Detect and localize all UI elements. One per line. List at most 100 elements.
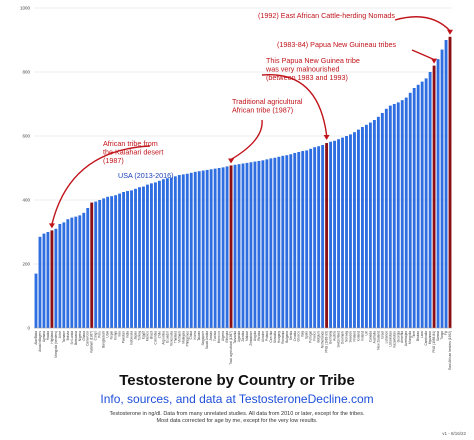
bar bbox=[372, 120, 376, 328]
category-label: Kenya bbox=[114, 331, 118, 340]
category-label: Highland bbox=[50, 331, 54, 344]
category-label: Azerbaijan bbox=[404, 331, 408, 346]
annotation-text: Traditional agricultural African tribe (1… bbox=[232, 97, 303, 115]
annotation: African tribe from the Kalahari desert (19… bbox=[103, 139, 163, 165]
bar bbox=[364, 124, 368, 328]
bar bbox=[249, 162, 253, 328]
category-label: Samoa bbox=[436, 331, 440, 341]
bar bbox=[114, 195, 118, 328]
category-label: China bbox=[189, 331, 193, 340]
category-label: Myanmar bbox=[428, 330, 432, 344]
bar bbox=[130, 190, 133, 328]
category-label: Bangladesh bbox=[102, 331, 106, 348]
category-label: Armenia bbox=[400, 331, 404, 343]
bar bbox=[62, 222, 66, 328]
bar bbox=[345, 136, 348, 328]
bar bbox=[46, 232, 50, 328]
bar bbox=[94, 201, 98, 328]
category-label: Nigeria bbox=[78, 331, 82, 341]
category-label: Sweden bbox=[348, 331, 352, 343]
category-label: Jordan bbox=[209, 331, 213, 341]
chart-note-line-2: Most data corrected for age by me, excep… bbox=[156, 418, 318, 424]
bar bbox=[122, 192, 126, 328]
category-label: PNG (1983-93) bbox=[325, 331, 329, 353]
bar bbox=[150, 183, 153, 328]
category-label: Tibet bbox=[412, 331, 416, 338]
bar bbox=[54, 228, 58, 328]
category-label: Bhutan bbox=[416, 331, 420, 341]
category-label: Malaysia bbox=[181, 331, 185, 344]
bar bbox=[285, 155, 289, 328]
category-label: Indonesia bbox=[130, 331, 134, 345]
category-label: Portugal bbox=[309, 331, 313, 343]
bar bbox=[213, 168, 217, 328]
bar bbox=[436, 59, 440, 328]
bar bbox=[265, 159, 269, 328]
bar bbox=[110, 196, 114, 328]
highlighted-bar bbox=[432, 65, 436, 328]
y-tick-label: 0 bbox=[27, 326, 30, 331]
category-label: Korea bbox=[193, 331, 197, 340]
bar bbox=[357, 129, 360, 328]
category-label: Mongolia bbox=[408, 331, 412, 344]
category-label: Bolivia bbox=[66, 331, 70, 341]
bar bbox=[388, 105, 392, 328]
bar bbox=[142, 186, 145, 328]
bar bbox=[404, 97, 408, 328]
category-label: Hadza bbox=[46, 331, 50, 340]
bar bbox=[169, 177, 173, 328]
category-label: Uzbekistan bbox=[388, 331, 392, 347]
category-label: Peru bbox=[98, 331, 102, 338]
category-label: Israel bbox=[380, 331, 384, 339]
category-label: Romania bbox=[281, 331, 285, 344]
category-label: Egypt bbox=[141, 331, 145, 339]
bar bbox=[66, 219, 70, 328]
bar bbox=[349, 134, 352, 328]
category-label: Kalahari (1987) bbox=[90, 331, 94, 353]
category-label: Zambia bbox=[241, 331, 245, 342]
category-label: Batswana bbox=[74, 331, 78, 345]
category-label: Colombia bbox=[153, 331, 157, 345]
annotation-line: was very malnourished bbox=[265, 65, 340, 74]
category-label: Switzerland bbox=[337, 331, 341, 348]
annotation-line: This Papua New Guinea tribe bbox=[266, 56, 360, 65]
annotation-line: (1987) bbox=[103, 156, 124, 165]
bar bbox=[392, 104, 396, 328]
bar bbox=[273, 157, 277, 328]
chart-subtitle[interactable]: Info, sources, and data at TestosteroneD… bbox=[100, 392, 374, 406]
annotation-line: (between 1983 and 1993) bbox=[266, 73, 348, 82]
bar bbox=[82, 212, 86, 328]
category-label: Laos bbox=[420, 331, 424, 338]
bar bbox=[197, 171, 201, 328]
category-label: Pakistan bbox=[122, 331, 126, 343]
bar bbox=[297, 152, 301, 328]
bar bbox=[337, 139, 340, 328]
category-label: Ariaal villagers bbox=[38, 331, 42, 352]
bar bbox=[237, 164, 241, 328]
bar bbox=[257, 160, 261, 328]
category-label: Saudi Arabia bbox=[205, 331, 209, 349]
highlighted-bar bbox=[448, 36, 452, 329]
category-label: Cambodia bbox=[424, 331, 428, 346]
category-label: Hungary bbox=[277, 331, 281, 343]
arrow-kalahari bbox=[51, 145, 151, 225]
version-label: v1 - 8/16/22 bbox=[442, 431, 466, 436]
category-label: Philippines bbox=[185, 331, 189, 347]
annotation: (1992) East African Cattle-herding Nomad… bbox=[258, 11, 395, 20]
category-label: Uganda bbox=[237, 331, 241, 342]
bar bbox=[329, 141, 333, 328]
category-label: Finland bbox=[352, 331, 356, 342]
bar bbox=[420, 81, 424, 328]
category-label: Canada bbox=[368, 331, 372, 342]
y-tick-label: 1000 bbox=[20, 6, 31, 11]
bar bbox=[368, 122, 372, 328]
category-label: Brazil bbox=[149, 331, 153, 339]
bar bbox=[412, 88, 416, 328]
category-label: Iceland bbox=[356, 331, 360, 342]
annotation: This Papua New Guinea tribe was very maln… bbox=[265, 56, 360, 82]
category-label: Sri Lanka bbox=[70, 331, 74, 345]
y-tick-label: 600 bbox=[22, 134, 30, 139]
category-label: Aka/Baka bbox=[34, 331, 38, 345]
bar bbox=[361, 127, 364, 328]
bar bbox=[157, 180, 161, 328]
